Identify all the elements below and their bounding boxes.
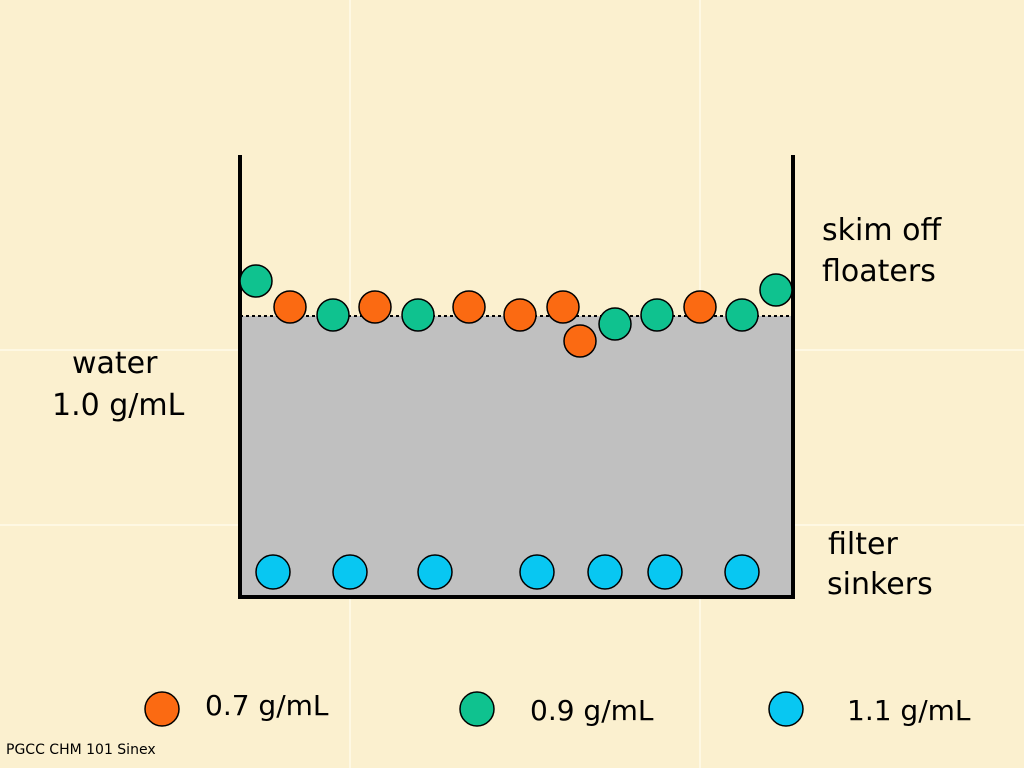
footer-credit: PGCC CHM 101 Sinex: [6, 742, 156, 758]
legend-label-orange: 0.7 g/mL: [205, 689, 329, 722]
blue-sphere: [417, 554, 453, 590]
legend-label-green: 0.9 g/mL: [530, 694, 654, 727]
legend-orange-swatch: [144, 691, 180, 727]
green-sphere: [239, 264, 273, 298]
legend-blue-swatch: [768, 691, 804, 727]
blue-sphere: [647, 554, 683, 590]
blue-sphere: [519, 554, 555, 590]
filter-label-line2: sinkers: [827, 567, 933, 602]
legend-label-blue: 1.1 g/mL: [847, 694, 971, 727]
orange-sphere: [546, 290, 580, 324]
green-sphere: [759, 273, 793, 307]
green-sphere: [598, 307, 632, 341]
orange-sphere: [503, 298, 537, 332]
skim-label-line1: skim off: [822, 213, 942, 248]
orange-sphere: [683, 290, 717, 324]
green-sphere: [401, 298, 435, 332]
skim-label-line2: floaters: [822, 254, 936, 289]
blue-sphere: [255, 554, 291, 590]
orange-sphere: [452, 290, 486, 324]
filter-label-line1: filter: [828, 527, 898, 562]
blue-sphere: [724, 554, 760, 590]
blue-sphere: [332, 554, 368, 590]
water-label-line2: 1.0 g/mL: [52, 388, 185, 423]
orange-sphere: [358, 290, 392, 324]
green-sphere: [640, 298, 674, 332]
container: [238, 155, 795, 599]
orange-sphere: [563, 324, 597, 358]
green-sphere: [316, 298, 350, 332]
legend-green-swatch: [459, 691, 495, 727]
green-sphere: [725, 298, 759, 332]
water-label-line1: water: [72, 346, 158, 381]
orange-sphere: [273, 290, 307, 324]
blue-sphere: [587, 554, 623, 590]
water-region: [240, 316, 793, 597]
